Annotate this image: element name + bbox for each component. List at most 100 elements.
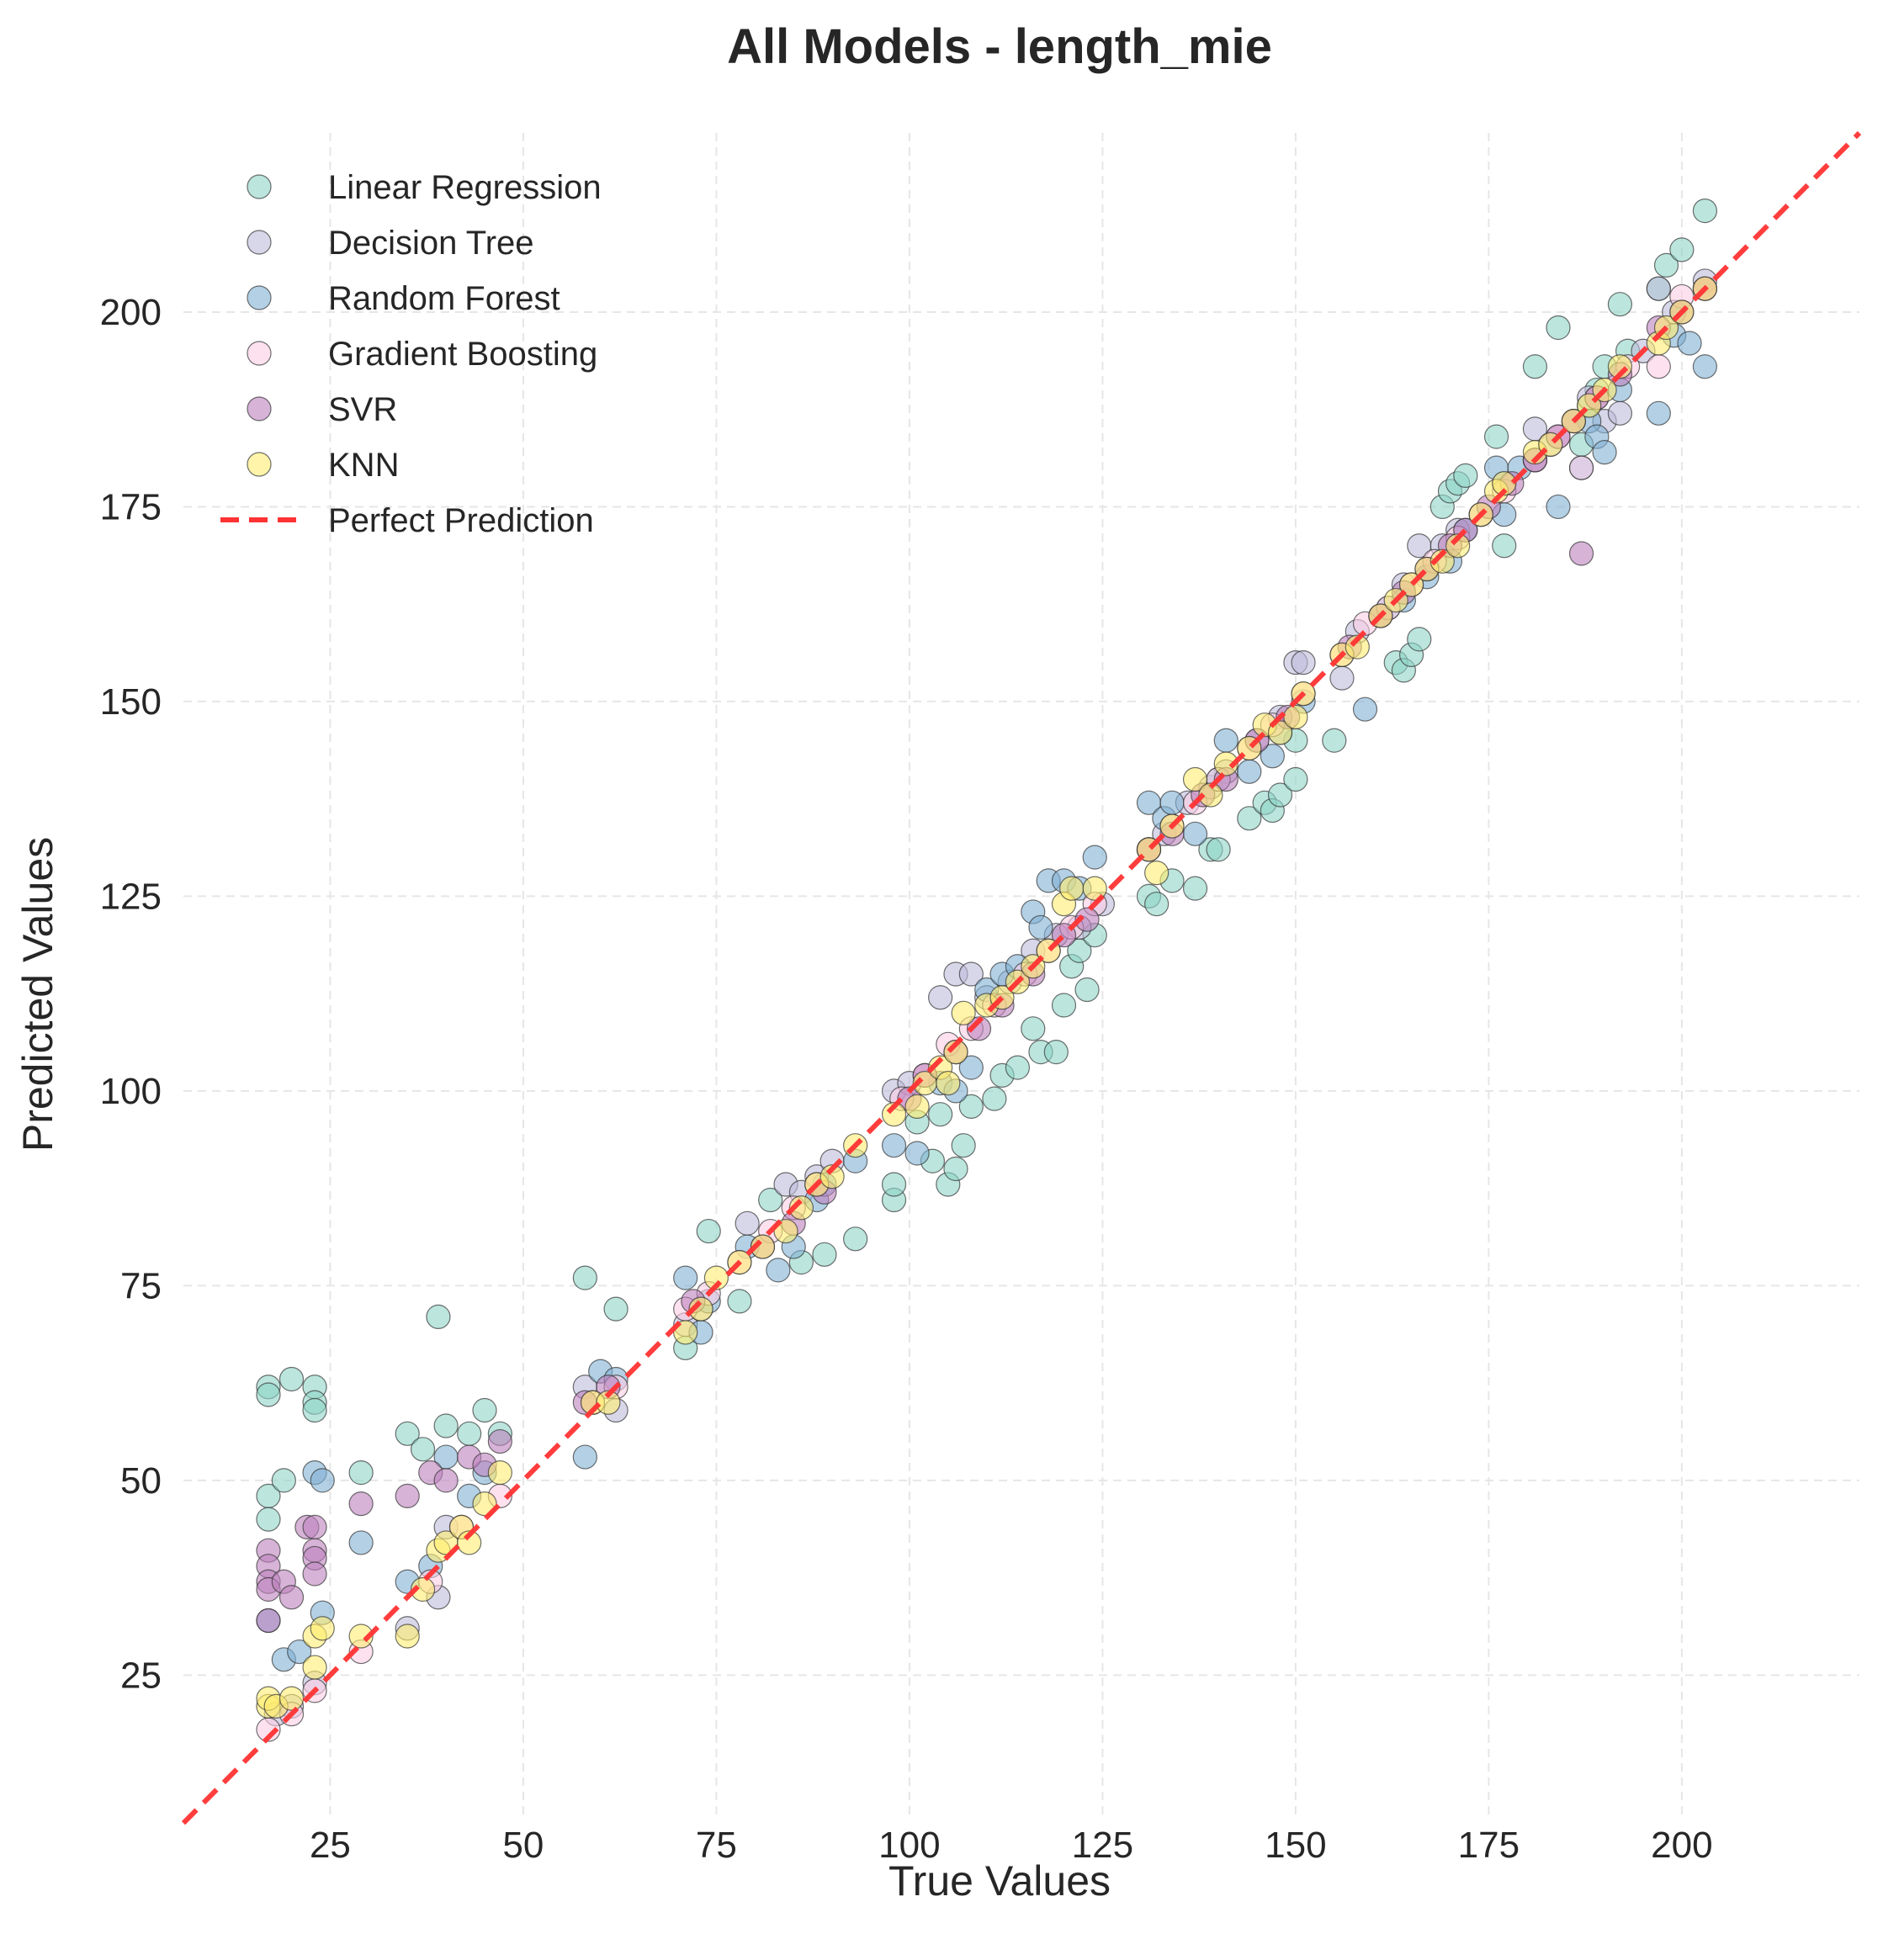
- y-tick-label: 175: [100, 486, 162, 527]
- data-point: [457, 1530, 482, 1555]
- data-point: [271, 1468, 296, 1493]
- data-point: [1352, 697, 1378, 722]
- data-point: [750, 1234, 776, 1259]
- legend-label: Linear Regression: [328, 169, 602, 206]
- data-point: [1329, 665, 1355, 691]
- data-point: [1429, 548, 1455, 574]
- y-axis-title: Predicted Values: [14, 837, 61, 1152]
- data-point: [958, 1094, 984, 1120]
- reference-line-layer: [181, 130, 1862, 1825]
- data-point: [1144, 892, 1170, 917]
- data-point: [433, 1468, 459, 1493]
- data-point: [1291, 650, 1316, 675]
- data-point: [1607, 354, 1633, 379]
- data-point: [395, 1483, 420, 1508]
- data-point: [1213, 751, 1239, 776]
- x-tick-label: 125: [1072, 1825, 1133, 1866]
- data-point: [928, 985, 953, 1010]
- legend-item: Perfect Prediction: [220, 502, 594, 539]
- data-point: [673, 1265, 698, 1290]
- data-point: [1483, 424, 1509, 449]
- data-point: [310, 1468, 335, 1493]
- data-point: [958, 1055, 984, 1080]
- data-point: [1074, 977, 1100, 1003]
- x-tick-label: 25: [310, 1825, 351, 1866]
- legend-item: Linear Regression: [247, 169, 602, 206]
- legend-marker: [247, 230, 272, 255]
- data-point: [951, 1133, 976, 1158]
- x-tick-label: 100: [878, 1825, 940, 1866]
- data-point: [256, 1507, 281, 1532]
- x-tick-label: 175: [1458, 1825, 1520, 1866]
- data-point: [1267, 720, 1293, 745]
- x-tick-label: 200: [1651, 1825, 1712, 1866]
- data-point: [395, 1421, 420, 1446]
- data-point: [1021, 1016, 1046, 1041]
- data-point: [278, 1686, 305, 1711]
- data-point: [487, 1428, 512, 1454]
- data-point: [812, 1242, 837, 1267]
- data-point: [1646, 354, 1671, 379]
- data-point: [982, 1086, 1007, 1111]
- y-tick-label: 100: [100, 1071, 162, 1112]
- data-point: [1492, 533, 1517, 559]
- x-tick-label: 150: [1265, 1825, 1326, 1866]
- data-point: [1568, 455, 1594, 480]
- data-point: [1182, 821, 1208, 846]
- data-point: [904, 1141, 930, 1166]
- chart-title: All Models - length_mie: [727, 19, 1272, 74]
- data-point: [1005, 1055, 1031, 1080]
- y-tick-label: 200: [100, 292, 162, 333]
- data-point: [410, 1576, 436, 1602]
- data-point: [1082, 845, 1107, 870]
- data-point: [735, 1210, 760, 1236]
- data-point: [1607, 292, 1633, 317]
- data-point: [1677, 331, 1702, 356]
- x-tick-label: 75: [696, 1825, 737, 1866]
- data-point: [348, 1624, 374, 1649]
- x-tick-label: 50: [502, 1825, 544, 1866]
- legend-item: KNN: [247, 447, 399, 484]
- series-group: [256, 276, 1718, 1719]
- y-tick-label: 25: [120, 1655, 162, 1696]
- data-point: [1692, 354, 1718, 379]
- data-point: [487, 1459, 512, 1486]
- data-point: [1059, 876, 1085, 901]
- y-tick-label: 150: [100, 681, 162, 723]
- legend-marker: [247, 452, 272, 477]
- data-point: [348, 1459, 374, 1486]
- data-point: [1453, 463, 1478, 489]
- y-axis-ticks: 25 50 75 100 125 150 175 200: [100, 292, 162, 1696]
- data-point: [966, 1016, 992, 1041]
- series-group: [256, 198, 1718, 1532]
- data-point: [472, 1397, 497, 1423]
- data-point: [1283, 766, 1308, 792]
- data-point: [256, 1608, 281, 1634]
- data-point: [1522, 354, 1548, 379]
- data-point: [936, 1071, 961, 1096]
- data-point: [410, 1437, 436, 1462]
- legend-item: Gradient Boosting: [247, 336, 597, 373]
- data-point: [1028, 914, 1053, 940]
- data-point: [1260, 744, 1285, 769]
- data-point: [928, 1102, 953, 1127]
- legend-label: SVR: [328, 391, 397, 428]
- data-point: [1646, 400, 1671, 426]
- x-axis-title: True Values: [888, 1857, 1111, 1904]
- data-point: [788, 1195, 814, 1221]
- data-point: [1546, 315, 1571, 341]
- data-point: [881, 1133, 907, 1158]
- data-point: [958, 961, 984, 987]
- data-point: [395, 1624, 420, 1649]
- legend-label: Perfect Prediction: [328, 502, 594, 539]
- data-point: [843, 1226, 868, 1252]
- data-point: [278, 1366, 305, 1392]
- data-point: [1492, 471, 1517, 496]
- data-point: [603, 1296, 629, 1322]
- data-point: [758, 1187, 783, 1213]
- data-point: [572, 1444, 597, 1470]
- data-point: [1692, 198, 1718, 224]
- data-point: [703, 1265, 729, 1290]
